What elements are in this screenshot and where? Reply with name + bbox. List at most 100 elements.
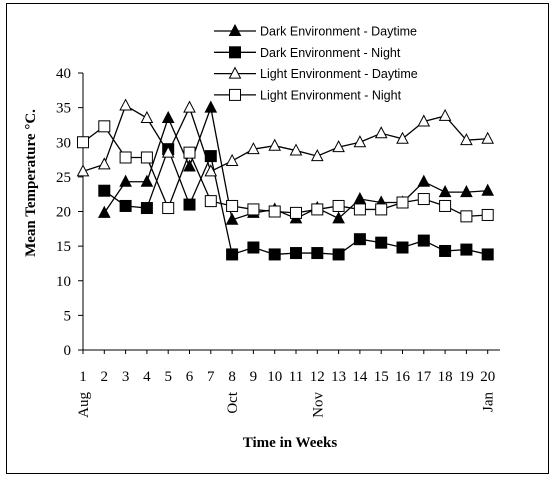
data-point-series-1 [417, 174, 431, 187]
data-point-series-4 [460, 210, 473, 223]
x-tick-label: 1 [79, 369, 87, 385]
x-tick-label: 16 [395, 369, 411, 385]
data-point-series-4 [396, 196, 409, 209]
data-point-series-1 [140, 174, 154, 187]
data-point-series-3 [119, 98, 132, 111]
data-point-series-4 [140, 151, 153, 164]
data-point-series-4 [268, 205, 281, 218]
x-tick-label: 11 [289, 369, 303, 385]
data-point-series-3 [460, 133, 473, 146]
x-tick-label: 9 [250, 369, 258, 385]
data-point-series-4 [247, 203, 260, 216]
data-point-series-4 [353, 203, 366, 216]
data-point-series-2 [204, 150, 217, 163]
x-tick-label: 2 [101, 369, 109, 385]
legend-marker-1 [228, 23, 242, 36]
data-point-series-4 [119, 151, 132, 164]
x-month-label: Oct [225, 391, 241, 413]
x-tick-label: 13 [331, 369, 346, 385]
data-point-series-4 [375, 203, 388, 216]
data-point-series-3 [76, 164, 90, 177]
legend-marker-2 [229, 46, 241, 59]
data-point-series-3 [204, 164, 218, 177]
data-point-series-2 [183, 198, 196, 211]
y-tick-label: 15 [56, 239, 71, 255]
data-point-series-1 [460, 185, 473, 198]
data-point-series-2 [98, 184, 111, 197]
data-point-series-3 [140, 110, 154, 124]
x-tick-label: 18 [438, 369, 453, 385]
x-tick-label: 4 [143, 369, 151, 385]
series-line-2 [103, 147, 488, 256]
data-point-series-3 [97, 157, 111, 170]
x-tick-label: 17 [416, 369, 432, 385]
x-tick-label: 14 [352, 369, 368, 385]
data-point-series-4 [439, 199, 452, 212]
data-point-series-1 [204, 100, 218, 113]
data-point-series-2 [226, 248, 239, 261]
data-point-series-1 [225, 212, 239, 225]
data-point-series-2 [375, 236, 388, 249]
data-point-series-3 [374, 126, 388, 139]
data-point-series-3 [183, 100, 196, 113]
series-markers [76, 98, 495, 261]
x-tick-label: 12 [310, 369, 325, 385]
data-point-series-1 [97, 205, 111, 218]
data-point-series-4 [481, 208, 494, 221]
y-tick-label: 10 [56, 274, 71, 290]
data-point-series-3 [438, 108, 452, 121]
data-point-series-2 [290, 247, 302, 260]
legend-label-1: Dark Environment - Daytime [260, 25, 417, 39]
data-point-series-3 [247, 142, 260, 155]
data-point-series-3 [310, 149, 324, 162]
x-month-label: Aug [76, 392, 92, 418]
x-month-label: Nov [310, 392, 326, 418]
data-point-series-4 [77, 136, 89, 149]
x-tick-label: 3 [122, 369, 130, 385]
data-point-series-1 [119, 174, 132, 187]
y-tick-label: 25 [56, 170, 71, 186]
chart-frame [6, 3, 549, 474]
y-tick-label: 35 [56, 101, 71, 117]
data-point-series-1 [332, 211, 345, 224]
legend-marker-3 [228, 66, 242, 79]
data-point-series-3 [481, 131, 495, 144]
data-point-series-2 [268, 248, 281, 261]
legend: Dark Environment - Daytime Dark Environme… [214, 23, 418, 102]
data-point-series-2 [481, 248, 494, 261]
data-point-series-1 [183, 159, 196, 172]
data-point-series-2 [119, 199, 132, 212]
x-tick-label: 10 [267, 369, 282, 385]
data-point-series-1 [481, 183, 495, 196]
data-point-series-4 [98, 120, 111, 133]
legend-marker-4 [229, 88, 241, 101]
data-point-series-4 [204, 195, 217, 208]
data-point-series-2 [140, 202, 153, 215]
axes [78, 72, 500, 354]
y-tick-label: 5 [64, 308, 72, 324]
data-point-series-1 [438, 185, 452, 198]
x-tick-label: 7 [207, 369, 215, 385]
data-point-series-4 [311, 203, 324, 216]
y-tick-label: 20 [56, 205, 71, 221]
data-point-series-3 [353, 135, 367, 148]
series-lines [82, 104, 488, 256]
x-tick-label: 20 [480, 369, 495, 385]
data-point-series-3 [396, 131, 409, 144]
x-axis-title: Time in Weeks [243, 435, 338, 451]
legend-label-3: Light Environment - Daytime [260, 67, 418, 81]
y-tick-label: 30 [56, 135, 71, 151]
data-point-series-3 [332, 140, 345, 153]
legend-label-4: Light Environment - Night [260, 88, 402, 102]
series-line-1 [103, 105, 488, 221]
x-tick-label: 5 [164, 369, 172, 385]
data-point-series-2 [460, 243, 473, 256]
data-point-series-2 [417, 234, 430, 247]
data-point-series-3 [417, 114, 431, 127]
data-point-series-4 [162, 202, 175, 215]
y-axis-title: Mean Temperature °C. [23, 109, 39, 257]
data-point-series-3 [225, 153, 239, 166]
x-tick-label: 15 [374, 369, 389, 385]
